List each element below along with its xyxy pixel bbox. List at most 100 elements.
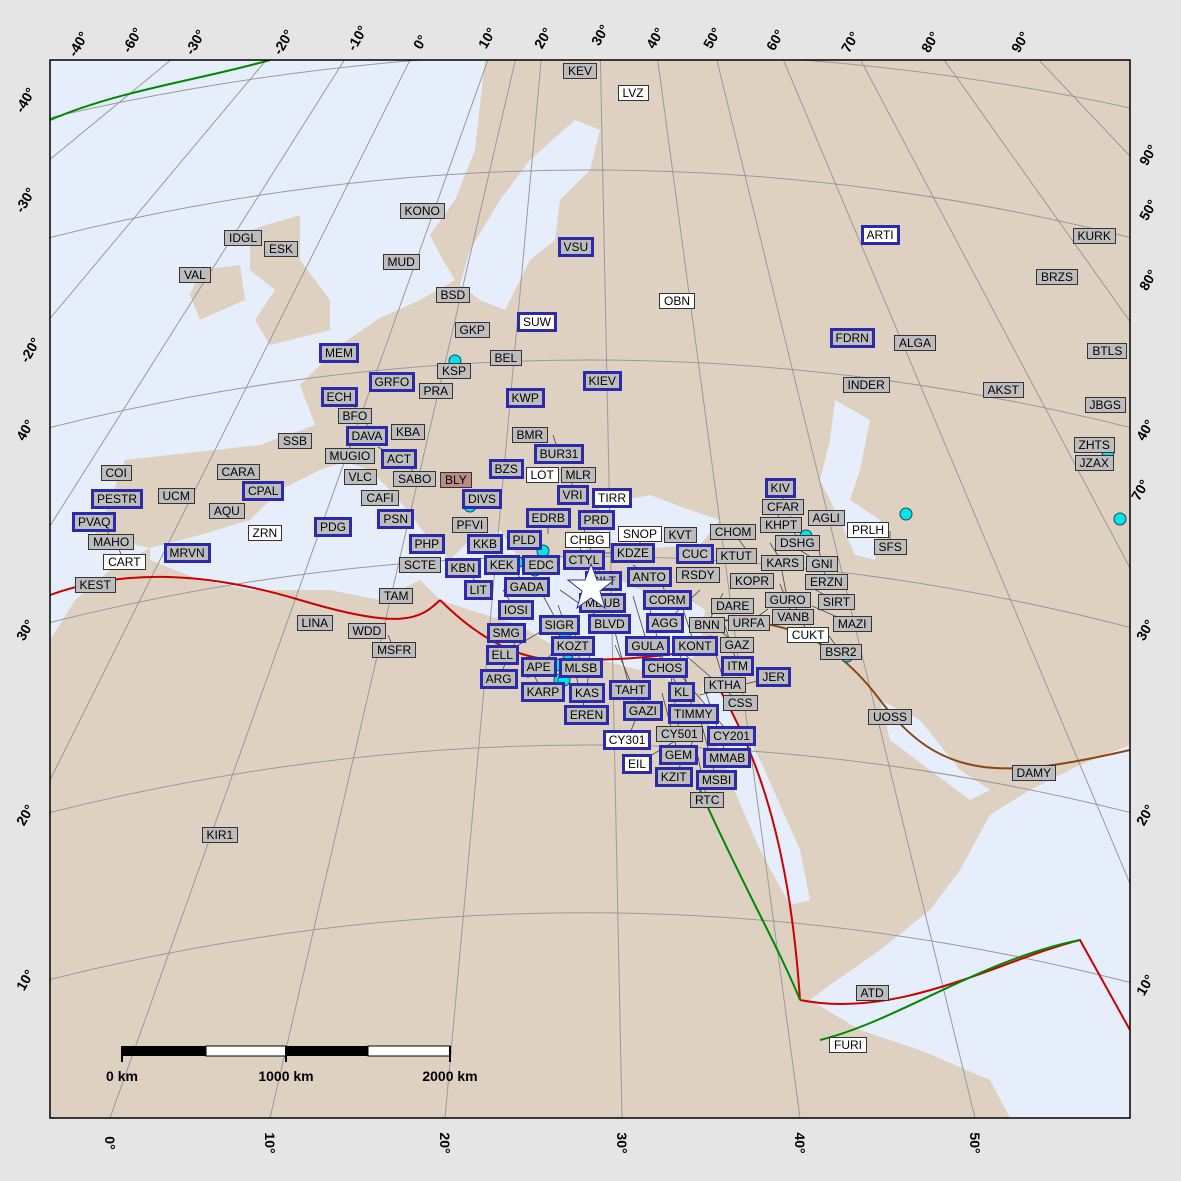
station-label-agli[interactable]: AGLI [807, 510, 845, 526]
station-label-msfr[interactable]: MSFR [372, 641, 417, 658]
station-label-kir1[interactable]: KIR1 [201, 827, 239, 843]
station-label-bmr[interactable]: BMR [511, 427, 549, 443]
station-label-dshg[interactable]: DSHG [774, 534, 820, 551]
station-label-ctyl[interactable]: CTYL [562, 550, 606, 571]
station-label-lina[interactable]: LINA [296, 615, 334, 631]
station-label-pvaq[interactable]: PVAQ [72, 512, 117, 532]
station-label-dare[interactable]: DARE [711, 598, 755, 614]
station-label-psn[interactable]: PSN [377, 508, 415, 529]
station-label-suw[interactable]: SUW [517, 312, 557, 332]
station-label-mmab[interactable]: MMAB [703, 748, 752, 769]
station-label-cy301[interactable]: CY301 [602, 730, 652, 751]
station-label-gni[interactable]: GNI [806, 556, 838, 573]
station-label-damy[interactable]: DAMY [1011, 765, 1057, 781]
station-label-bsr2[interactable]: BSR2 [820, 644, 862, 661]
station-label-agg[interactable]: AGG [645, 612, 685, 633]
station-label-ape[interactable]: APE [520, 657, 557, 678]
station-label-tirr[interactable]: TIRR [592, 488, 633, 509]
station-label-aqu[interactable]: AQU [208, 502, 245, 519]
station-label-cfar[interactable]: CFAR [762, 499, 805, 515]
station-label-kba[interactable]: KBA [391, 424, 426, 440]
station-label-obn[interactable]: OBN [659, 293, 696, 309]
station-label-kozt[interactable]: KOZT [550, 636, 595, 657]
station-label-bsd[interactable]: BSD [435, 287, 471, 303]
station-label-jer[interactable]: JER [756, 667, 792, 688]
station-label-kars[interactable]: KARS [761, 555, 805, 572]
station-label-cafi[interactable]: CAFI [361, 489, 399, 506]
station-label-edrb[interactable]: EDRB [525, 508, 571, 528]
station-label-kwp[interactable]: KWP [505, 388, 545, 408]
station-label-ech[interactable]: ECH [320, 387, 358, 407]
station-label-tam[interactable]: TAM [379, 588, 414, 604]
station-label-mlsb[interactable]: MLSB [558, 658, 604, 679]
station-label-chom[interactable]: CHOM [709, 523, 757, 540]
station-label-arg[interactable]: ARG [479, 668, 518, 689]
station-label-kest[interactable]: KEST [74, 577, 116, 593]
station-label-cy501[interactable]: CY501 [656, 726, 703, 743]
station-label-rtc[interactable]: RTC [689, 792, 725, 809]
station-label-ksp[interactable]: KSP [437, 363, 472, 379]
station-label-sirt[interactable]: SIRT [817, 593, 856, 610]
station-label-php[interactable]: PHP [408, 534, 446, 554]
station-label-kkb[interactable]: KKB [467, 534, 504, 554]
station-label-kzit[interactable]: KZIT [654, 767, 693, 788]
station-label-sfs[interactable]: SFS [873, 539, 907, 555]
station-label-mugio[interactable]: MUGIO [324, 448, 376, 464]
station-label-gem[interactable]: GEM [658, 744, 699, 765]
station-label-iosi[interactable]: IOSI [497, 600, 534, 621]
station-label-kl[interactable]: KL [668, 681, 695, 702]
station-label-pestr[interactable]: PESTR [91, 489, 144, 509]
station-label-akst[interactable]: AKST [982, 382, 1024, 398]
station-label-zrn[interactable]: ZRN [247, 525, 283, 541]
station-label-erzn[interactable]: ERZN [805, 574, 848, 591]
station-label-rsdy[interactable]: RSDY [676, 567, 720, 584]
station-label-kono[interactable]: KONO [399, 203, 445, 219]
station-label-mazi[interactable]: MAZI [832, 615, 872, 632]
station-label-bzs[interactable]: BZS [488, 459, 524, 479]
station-label-kont[interactable]: KONT [672, 635, 718, 656]
station-label-gkp[interactable]: GKP [454, 322, 490, 338]
station-label-timmy[interactable]: TIMMY [667, 704, 719, 725]
station-label-kvt[interactable]: KVT [663, 527, 697, 543]
station-label-bfo[interactable]: BFO [337, 408, 373, 424]
station-label-gula[interactable]: GULA [625, 635, 671, 656]
station-label-blvd[interactable]: BLVD [588, 614, 631, 635]
station-label-jbgs[interactable]: JBGS [1084, 397, 1126, 413]
station-label-zhts[interactable]: ZHTS [1073, 437, 1115, 453]
station-label-vri[interactable]: VRI [556, 484, 589, 505]
station-label-mrvn[interactable]: MRVN [163, 543, 211, 563]
station-label-grfo[interactable]: GRFO [368, 372, 416, 392]
station-label-karp[interactable]: KARP [520, 682, 566, 703]
station-label-ktut[interactable]: KTUT [715, 547, 757, 564]
station-label-snop[interactable]: SNOP [618, 526, 663, 542]
station-label-eil[interactable]: EIL [622, 753, 653, 774]
station-label-alga[interactable]: ALGA [894, 335, 937, 351]
station-label-chbg[interactable]: CHBG [564, 531, 610, 548]
station-label-cpal[interactable]: CPAL [242, 481, 285, 501]
station-label-taht[interactable]: TAHT [609, 680, 652, 701]
station-label-chos[interactable]: CHOS [641, 658, 689, 679]
station-label-divs[interactable]: DIVS [462, 489, 503, 509]
event-marker[interactable] [899, 507, 913, 521]
station-label-pdg[interactable]: PDG [314, 517, 353, 537]
station-label-pfvi[interactable]: PFVI [451, 517, 489, 533]
station-label-vsu[interactable]: VSU [557, 237, 595, 257]
station-label-cara[interactable]: CARA [216, 464, 260, 480]
station-label-inder[interactable]: INDER [842, 377, 890, 393]
station-label-vanb[interactable]: VANB [772, 609, 815, 626]
station-label-edc[interactable]: EDC [522, 554, 560, 575]
station-label-khpt[interactable]: KHPT [760, 517, 803, 534]
station-label-mlr[interactable]: MLR [560, 467, 596, 483]
station-label-furi[interactable]: FURI [829, 1037, 867, 1053]
station-label-lvz[interactable]: LVZ [617, 85, 649, 101]
station-label-lit[interactable]: LIT [463, 579, 493, 600]
station-label-gada[interactable]: GADA [503, 577, 550, 598]
station-label-css[interactable]: CSS [722, 694, 758, 711]
station-label-corm[interactable]: CORM [642, 589, 692, 610]
station-label-cuc[interactable]: CUC [676, 544, 714, 564]
station-label-brzs[interactable]: BRZS [1036, 269, 1079, 285]
station-label-pra[interactable]: PRA [418, 383, 454, 400]
station-label-kiv[interactable]: KIV [764, 478, 796, 498]
event-marker[interactable] [1113, 512, 1127, 526]
station-label-maho[interactable]: MAHO [88, 534, 135, 551]
